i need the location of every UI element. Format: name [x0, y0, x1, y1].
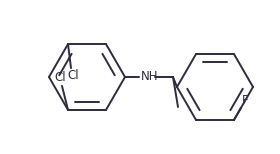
Text: Cl: Cl: [54, 71, 66, 84]
Text: Cl: Cl: [67, 69, 79, 82]
Text: NH: NH: [141, 71, 158, 83]
Text: F: F: [242, 94, 249, 107]
